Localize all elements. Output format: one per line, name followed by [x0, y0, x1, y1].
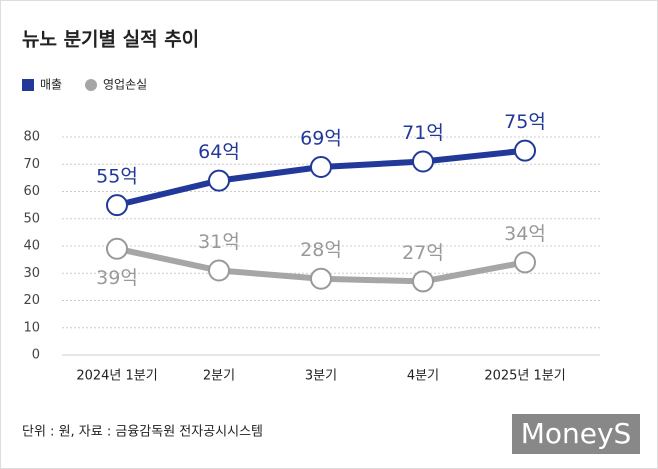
legend-label: 영업손실: [103, 78, 147, 92]
data-label: 39억: [96, 267, 138, 289]
data-point: [106, 194, 128, 217]
y-tick-label: 20: [23, 293, 40, 308]
data-label: 69억: [300, 127, 342, 149]
watermark: MoneyS: [521, 417, 632, 450]
data-label: 55억: [96, 166, 138, 188]
data-label: 31억: [198, 231, 240, 253]
data-point: [412, 150, 434, 173]
y-tick-label: 40: [23, 239, 40, 254]
y-tick-label: 30: [23, 266, 40, 281]
data-label: 71억: [402, 122, 444, 144]
data-label: 34억: [504, 223, 546, 245]
chart-title: 뉴노 분기별 실적 추이: [22, 29, 199, 51]
data-label: 27억: [402, 242, 444, 264]
x-tick-label: 2분기: [203, 369, 235, 384]
data-point: [310, 155, 332, 178]
y-tick-label: 60: [23, 184, 40, 199]
legend-swatch: [22, 79, 34, 91]
data-point: [514, 251, 536, 274]
data-point: [208, 169, 230, 192]
x-tick-label: 2024년 1분기: [76, 369, 157, 384]
y-tick-label: 10: [23, 320, 40, 335]
data-label: 28억: [300, 239, 342, 261]
legend-swatch: [85, 79, 97, 91]
data-point: [310, 267, 332, 290]
watermark-box: [512, 414, 640, 454]
data-label: 64억: [198, 141, 240, 163]
x-tick-label: 3분기: [305, 369, 337, 384]
legend-label: 매출: [40, 78, 62, 92]
y-tick-label: 0: [32, 348, 40, 363]
y-tick-label: 50: [23, 211, 40, 226]
data-point: [106, 237, 128, 260]
x-tick-label: 4분기: [407, 369, 439, 384]
x-tick-label: 2025년 1분기: [484, 369, 565, 384]
source-note: 단위 : 원, 자료 : 금융감독원 전자공시시스템: [22, 425, 263, 440]
data-point: [514, 139, 536, 162]
data-label: 75억: [504, 111, 546, 133]
data-point: [412, 270, 434, 293]
data-point: [208, 259, 230, 282]
y-tick-label: 80: [23, 130, 40, 145]
y-tick-label: 70: [23, 157, 40, 172]
